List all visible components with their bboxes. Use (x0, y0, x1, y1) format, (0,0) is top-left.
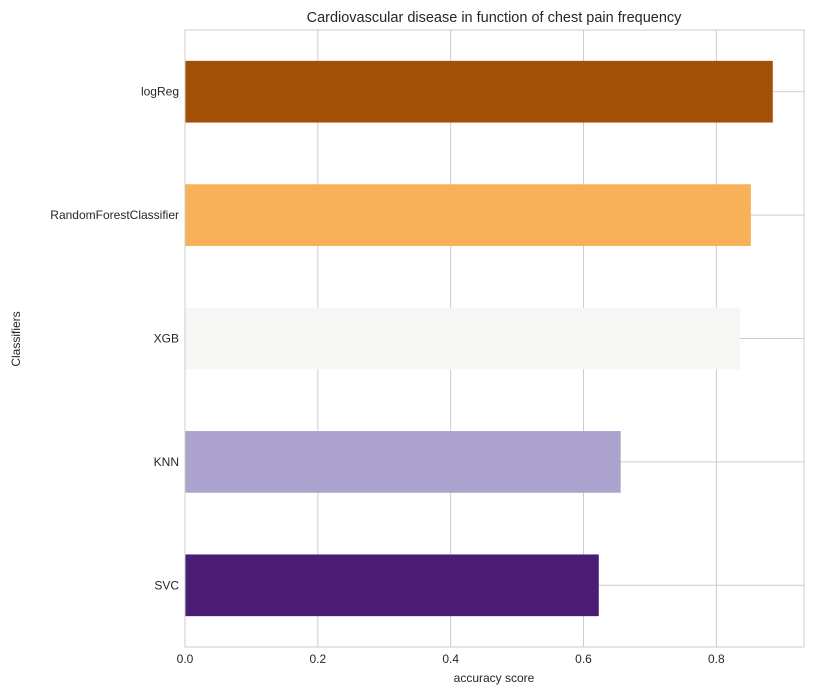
y-axis-label: Classifiers (9, 311, 23, 366)
bar-svc (185, 554, 599, 617)
y-tick-label: logReg (141, 85, 179, 99)
x-tick-label: 0.8 (708, 652, 725, 666)
chart-title: Cardiovascular disease in function of ch… (307, 10, 683, 26)
y-tick-label: KNN (154, 455, 179, 469)
bar-randomforestclassifier (185, 184, 751, 246)
bar-knn (185, 431, 621, 493)
bars (185, 60, 773, 617)
y-tick-label: XGB (154, 332, 179, 346)
y-tick-label: RandomForestClassifier (50, 208, 179, 222)
x-tick-label: 0.2 (309, 652, 326, 666)
x-tick-label: 0.6 (575, 652, 592, 666)
x-tick-label: 0.4 (442, 652, 459, 666)
plot-frame (184, 29, 805, 648)
x-axis-label: accuracy score (454, 671, 535, 685)
y-tick-label: SVC (154, 578, 179, 592)
x-axis-ticks: 0.0 0.2 0.4 0.6 0.8 (177, 652, 725, 666)
bar-xgb (185, 307, 741, 370)
bar-logreg (185, 60, 773, 123)
x-tick-label: 0.0 (177, 652, 194, 666)
y-axis-ticks: SVC KNN XGB RandomForestClassifier logReg (50, 85, 179, 593)
